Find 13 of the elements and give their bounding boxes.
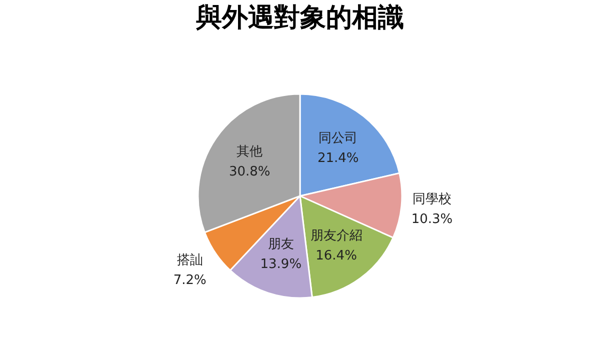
slice-label: 朋友介紹 (310, 228, 362, 244)
data-label: 30.8% (228, 164, 270, 180)
chart-title: 與外遇對象的相識 (195, 3, 404, 33)
data-label: 21.4% (317, 151, 359, 166)
data-label: 7.2% (173, 272, 206, 288)
slice-label: 同公司 (318, 131, 358, 146)
slice-label: 其他 (236, 144, 263, 160)
data-label: 10.3% (411, 212, 453, 227)
slice-label: 同學校 (412, 192, 452, 207)
data-label: 16.4% (316, 248, 357, 264)
slice-label: 搭訕 (176, 252, 203, 268)
slice-label: 朋友 (268, 237, 294, 252)
data-label: 13.9% (260, 257, 302, 272)
